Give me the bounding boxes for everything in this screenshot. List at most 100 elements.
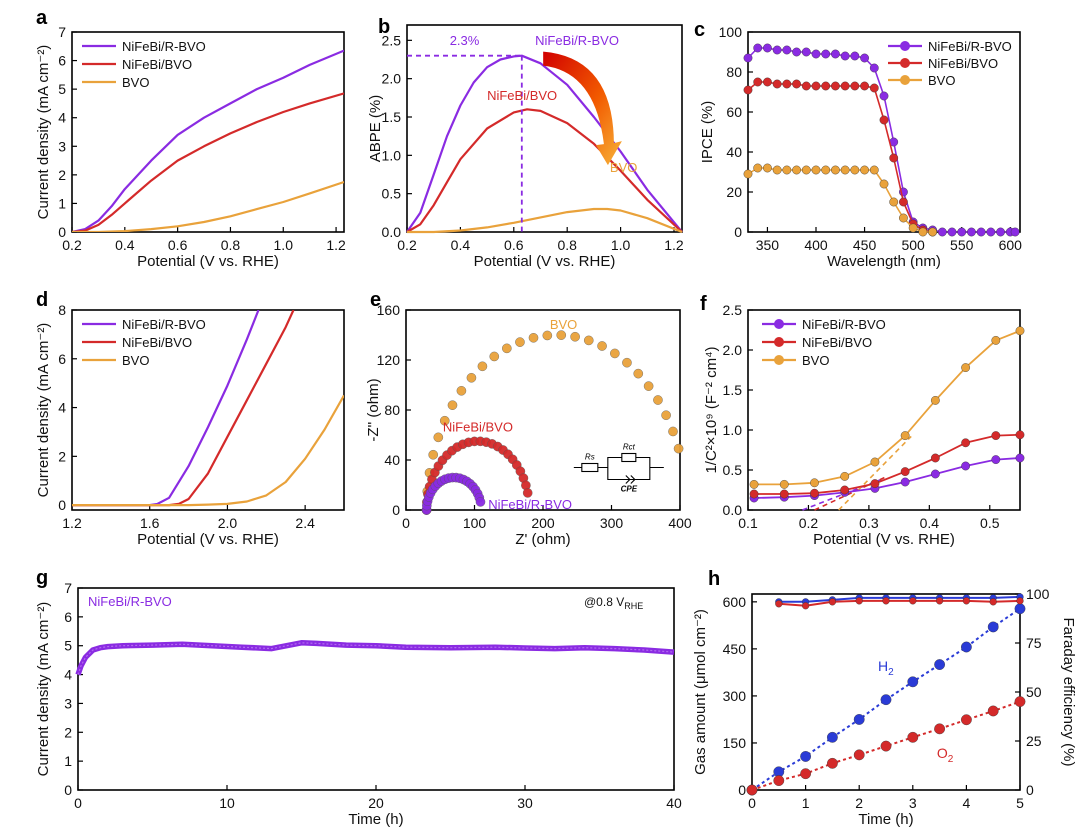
series-marker xyxy=(1015,430,1025,440)
panel-a: 0.2 0.4 0.6 0.8 1.0 1.2 0 1 2 3 4 5 6 7 Potential (V v… xyxy=(35,7,346,270)
trend-arrow xyxy=(543,51,622,166)
y-axis-label: Current density (mA cm⁻²) xyxy=(35,323,52,498)
series-marker xyxy=(782,165,792,175)
impedance-point xyxy=(447,400,458,410)
series-marker xyxy=(779,489,789,499)
y-axis-label: -Z'' (ohm) xyxy=(365,378,382,441)
series-marker xyxy=(831,81,840,91)
panel-letter: a xyxy=(36,7,48,29)
gas-marker xyxy=(1014,696,1026,707)
impedance-point xyxy=(515,337,525,347)
series-marker xyxy=(749,479,759,489)
legend-label: NiFeBi/R-BVO xyxy=(122,39,206,54)
x-tick-label: 5 xyxy=(1016,795,1024,811)
gas-marker xyxy=(746,784,758,796)
series-marker xyxy=(899,213,908,223)
y-tick-label: 60 xyxy=(726,104,742,120)
series-line xyxy=(754,329,1021,486)
impedance-point xyxy=(673,443,684,454)
gas-marker xyxy=(880,694,892,706)
y-tick-label: 6 xyxy=(58,351,66,367)
series-marker xyxy=(900,431,910,440)
x-tick-label: 1.0 xyxy=(274,237,294,253)
gas-marker xyxy=(800,751,811,762)
x-tick-label: 0.4 xyxy=(920,515,940,531)
series-marker xyxy=(879,179,889,189)
series-marker xyxy=(879,91,889,101)
series-marker xyxy=(870,457,880,467)
series-marker xyxy=(840,485,850,495)
impedance-point xyxy=(477,361,488,372)
series-marker xyxy=(986,227,996,237)
x-axis-label: Potential (V vs. RHE) xyxy=(813,531,955,548)
series-marker xyxy=(763,163,772,173)
series-line xyxy=(406,108,683,233)
fe-marker xyxy=(855,597,863,605)
series-marker xyxy=(947,227,957,237)
impedance-point xyxy=(661,410,671,421)
fe-marker xyxy=(828,598,837,606)
gas-marker xyxy=(907,676,919,688)
series-marker xyxy=(792,47,801,57)
y-tick-label: 1.0 xyxy=(723,422,743,438)
x-tick-label: 2.4 xyxy=(295,515,315,531)
series-marker xyxy=(957,227,967,237)
series-marker xyxy=(930,469,940,479)
y-tick-label: 40 xyxy=(384,452,400,468)
condition-label: @0.8 VRHE xyxy=(584,595,643,611)
x-tick-label: 0.2 xyxy=(397,237,417,253)
x-tick-label: 2.0 xyxy=(218,515,238,531)
y-tick-label: 80 xyxy=(384,402,400,418)
y-right-axis-label: Faraday efficiency (%) xyxy=(1060,618,1077,767)
legend-label: BVO xyxy=(122,353,149,368)
series-marker xyxy=(918,227,928,237)
y-tick-label: 0.0 xyxy=(723,502,743,518)
x-tick-label: 0.2 xyxy=(799,515,819,531)
y-tick-label: 6 xyxy=(64,609,72,625)
impedance-point xyxy=(439,415,450,426)
x-axis-label: Potential (V vs. RHE) xyxy=(474,253,616,270)
legend-label: NiFeBi/R-BVO xyxy=(122,317,206,332)
series-marker xyxy=(810,488,819,498)
series-marker xyxy=(831,165,840,175)
circuit-cpe-label: CPE xyxy=(621,485,638,494)
legend-label: NiFeBi/BVO xyxy=(928,56,998,71)
y-tick-label: 7 xyxy=(64,580,72,596)
x-tick-label: 40 xyxy=(666,795,682,811)
series-marker xyxy=(961,363,970,372)
y-tick-label: 80 xyxy=(726,64,742,80)
x-tick-label: 400 xyxy=(668,515,692,531)
y-tick-label: 6 xyxy=(58,53,66,69)
o2-label: O2 xyxy=(937,745,954,765)
series-marker xyxy=(860,165,869,175)
y-axis-label: 1/C²×10⁹ (F⁻² cm⁴) xyxy=(703,346,720,473)
series-line xyxy=(753,457,1021,499)
series-marker xyxy=(961,438,970,448)
fe-marker xyxy=(882,597,890,605)
label-bvo: BVO xyxy=(610,160,637,175)
y-tick-label: 0.0 xyxy=(382,224,402,240)
fe-line xyxy=(778,595,1021,603)
x-tick-label: 0.5 xyxy=(980,515,1000,531)
panel-f: 0.1 0.2 0.3 0.4 0.5 0.0 0.5 1.0 1.5 2.0 2.5 Potenti… xyxy=(700,293,1025,548)
condition-sub: RHE xyxy=(624,601,643,611)
x-tick-label: 0.1 xyxy=(738,515,758,531)
impedance-point xyxy=(622,357,632,368)
series-marker xyxy=(930,395,940,405)
impedance-point xyxy=(456,385,467,396)
fe-marker xyxy=(935,597,944,605)
series-marker xyxy=(811,49,821,59)
series-marker xyxy=(991,455,1001,464)
y-tick-label: 2.0 xyxy=(382,71,402,87)
x-tick-label: 1.2 xyxy=(664,237,684,253)
legend-label: NiFeBi/BVO xyxy=(802,335,872,350)
series-marker xyxy=(928,227,937,237)
series-marker xyxy=(879,115,889,125)
series-marker xyxy=(753,77,763,87)
series-marker xyxy=(840,471,850,481)
o2-main: O xyxy=(937,745,948,761)
x-tick-label: 100 xyxy=(463,515,487,531)
series-marker xyxy=(1015,453,1025,463)
y-tick-label: 0 xyxy=(392,502,400,518)
